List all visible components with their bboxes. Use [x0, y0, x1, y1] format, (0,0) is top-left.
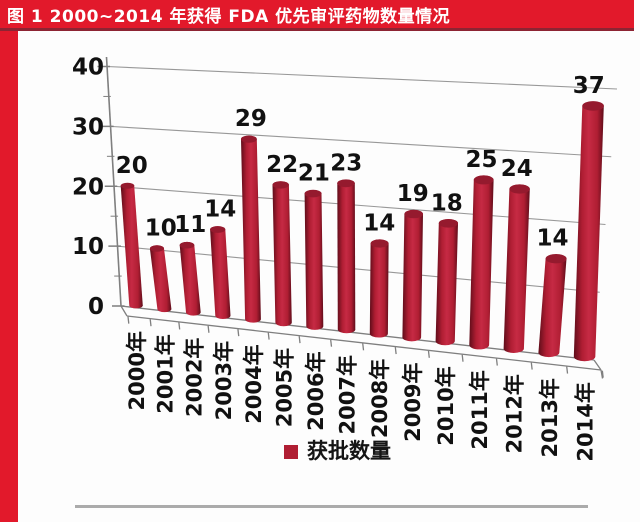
y-axis-tick-label: 20	[72, 174, 104, 200]
gridline	[106, 65, 618, 90]
bar-top-cap	[210, 226, 226, 233]
x-axis-tick	[207, 325, 210, 333]
bar-value-label: 14	[363, 211, 395, 237]
x-axis-tick	[237, 329, 240, 337]
bottom-divider	[75, 505, 588, 508]
bar	[337, 179, 356, 334]
x-axis-tick	[127, 316, 130, 324]
bar-top-cap	[179, 241, 195, 249]
bar-value-label: 21	[298, 161, 330, 187]
bar-top-cap	[120, 182, 135, 189]
bar	[402, 209, 423, 342]
bar-top-cap	[473, 175, 494, 185]
x-axis-label: 2007年	[336, 355, 360, 434]
bar-value-label: 29	[235, 106, 267, 132]
bar	[272, 181, 292, 327]
bar	[369, 239, 389, 338]
bar-value-label: 11	[174, 212, 206, 238]
bar	[573, 101, 604, 362]
x-axis-tick	[267, 332, 270, 340]
bar-value-label: 37	[573, 73, 605, 99]
chart-legend: 获批数量	[284, 441, 391, 462]
bar-top-cap	[272, 181, 289, 189]
x-axis-tick	[394, 346, 397, 355]
bar-top-cap	[509, 184, 530, 194]
y-axis-tick-label: 10	[72, 234, 104, 260]
bar-top-cap	[241, 135, 257, 143]
x-axis-tick	[178, 322, 181, 330]
x-axis-tick	[495, 358, 498, 366]
bar-value-label: 24	[501, 156, 533, 182]
bar	[469, 175, 494, 350]
x-axis-label: 2012年	[503, 374, 527, 453]
bar-value-label: 19	[397, 181, 429, 207]
bar	[149, 245, 172, 313]
bar-value-label: 22	[266, 152, 298, 178]
bar-top-cap	[337, 179, 355, 188]
bar	[210, 226, 231, 320]
bar-top-cap	[545, 254, 567, 264]
legend-label: 获批数量	[307, 439, 391, 463]
y-axis-tick-label: 0	[88, 294, 104, 320]
bar	[304, 190, 324, 330]
bar-value-label: 25	[465, 147, 497, 173]
x-axis-label: 2010年	[434, 366, 458, 445]
bar-value-label: 10	[145, 216, 177, 242]
x-axis-tick	[330, 339, 333, 347]
header-bar: 图 1 2000~2014 年获得 FDA 优先审评药物数量情况	[0, 0, 634, 31]
x-axis-label: 2003年	[212, 341, 236, 420]
y-axis-line	[105, 56, 122, 307]
x-axis-label: 2014年	[574, 382, 598, 461]
figure-title: 图 1 2000~2014 年获得 FDA 优先审评药物数量情况	[7, 6, 451, 27]
bar	[503, 184, 530, 353]
bar	[120, 183, 143, 309]
bar-value-label: 14	[204, 197, 236, 223]
x-axis-label: 2011年	[468, 370, 492, 449]
x-axis-tick	[601, 370, 604, 378]
x-axis-label: 2006年	[304, 351, 328, 430]
y-axis-tick-label: 30	[72, 114, 104, 140]
bar-top-cap	[370, 239, 389, 248]
bar-top-cap	[404, 209, 424, 219]
x-axis-tick	[461, 354, 464, 362]
gridline	[110, 125, 612, 158]
x-axis-label: 2005年	[273, 348, 297, 427]
x-axis-tick	[362, 343, 365, 351]
bar	[435, 219, 458, 346]
bar-top-cap	[582, 101, 604, 111]
x-axis-tick	[427, 350, 430, 358]
floor-plane	[120, 305, 604, 379]
x-axis-tick	[566, 366, 569, 374]
x-axis-label: 2004年	[242, 344, 266, 423]
x-axis-label: 2008年	[368, 359, 392, 438]
x-axis-tick	[298, 336, 301, 344]
bar-value-label: 14	[536, 226, 568, 252]
bar-value-label: 20	[116, 153, 148, 179]
bar-top-cap	[150, 245, 164, 252]
bar	[179, 241, 201, 316]
x-axis-tick	[530, 362, 533, 370]
bar	[538, 254, 567, 358]
legend-marker-icon	[284, 444, 298, 459]
x-axis-tick	[149, 319, 152, 327]
bar	[241, 135, 261, 323]
y-axis-tick-label: 40	[72, 55, 104, 81]
bar-top-cap	[438, 219, 458, 228]
x-axis-label: 2009年	[401, 362, 425, 441]
bar-top-cap	[304, 189, 322, 198]
bar-value-label: 18	[431, 190, 463, 216]
left-accent-stripe	[0, 31, 18, 522]
bar-value-label: 23	[330, 150, 362, 176]
x-axis-label: 2013年	[538, 378, 562, 457]
x-axis-label: 2001年	[153, 334, 177, 413]
x-axis-label: 2002年	[182, 338, 206, 417]
x-axis-label: 2000年	[125, 331, 149, 410]
